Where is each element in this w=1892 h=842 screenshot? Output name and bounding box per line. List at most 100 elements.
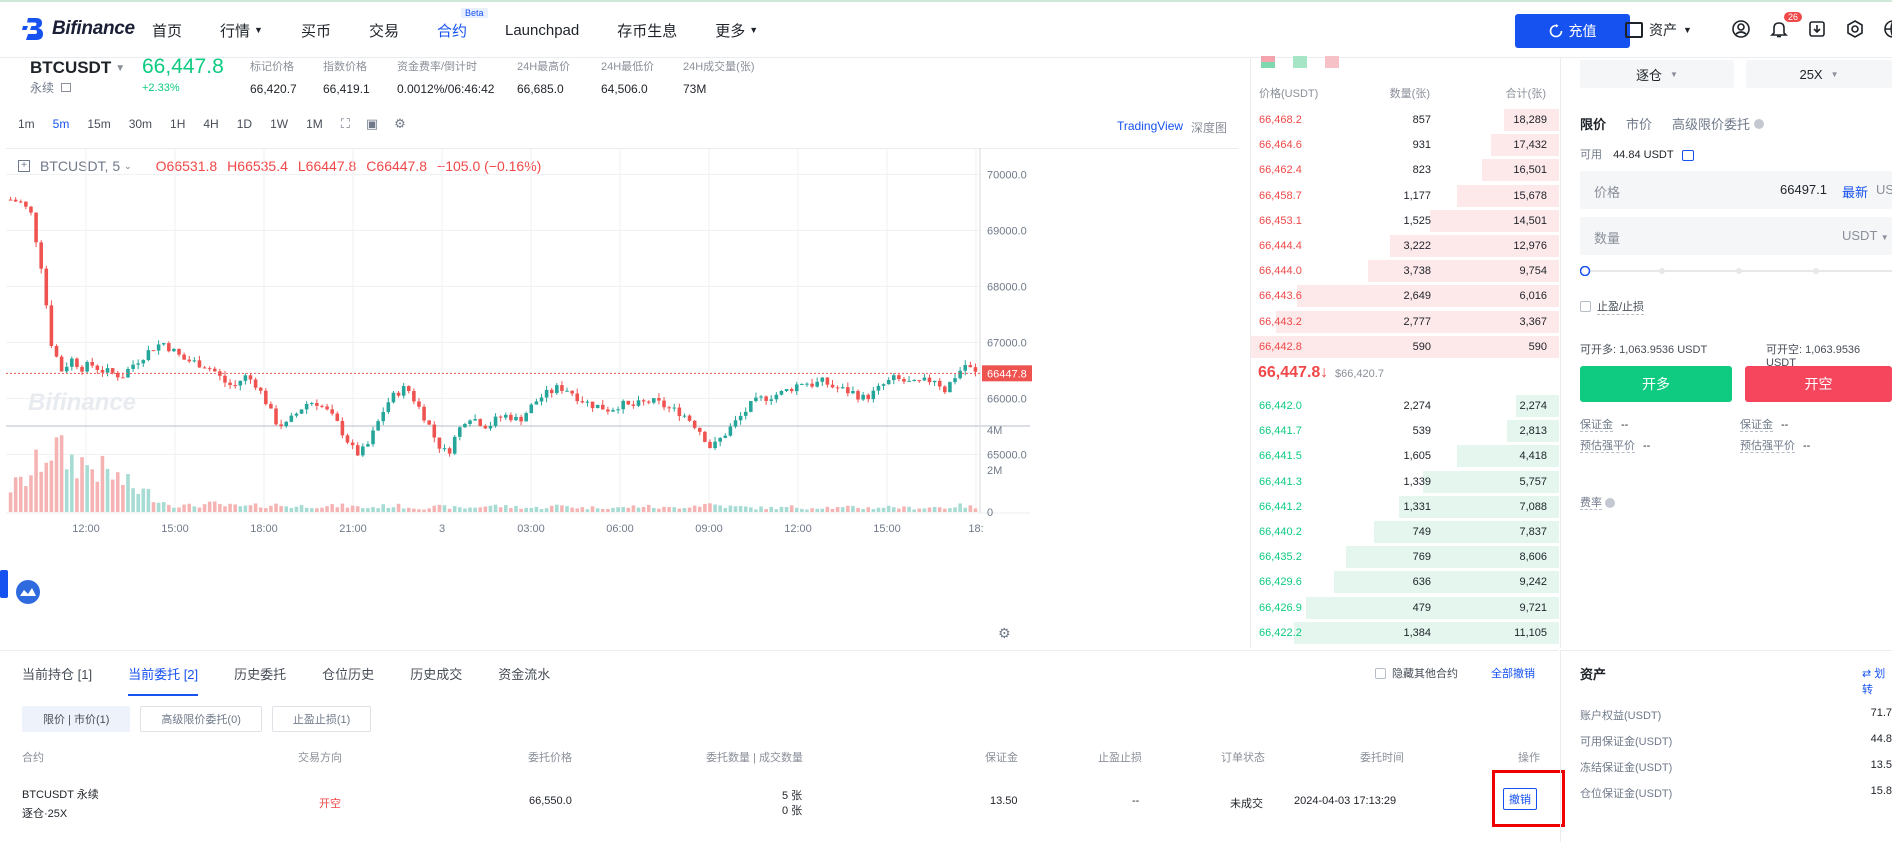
ob-bid-row[interactable]: 66,426.9 479 9,721	[1251, 596, 1559, 620]
orders-tab-2[interactable]: 历史委托	[234, 667, 287, 682]
bell-icon[interactable]: 26	[1768, 12, 1802, 40]
orders-tab-5[interactable]: 资金流水	[498, 667, 551, 682]
info-book-icon[interactable]	[61, 83, 72, 92]
transfer-icon[interactable]	[1682, 149, 1695, 161]
interval-1H[interactable]: 1H	[170, 117, 186, 131]
ob-ask-row[interactable]: 66,462.4 823 16,501	[1251, 158, 1559, 182]
nav-item-7[interactable]: 更多 ▼	[715, 20, 758, 41]
volume-bar	[483, 506, 488, 512]
y-tick-label: 65000.0	[987, 449, 1027, 461]
ob-bid-row[interactable]: 66,440.2 749 7,837	[1251, 520, 1559, 544]
orders-tab-4[interactable]: 历史成交	[410, 667, 463, 682]
orders-subtab-0[interactable]: 限价 | 市价(1)	[22, 706, 131, 732]
ob-ask-row[interactable]: 66,453.1 1,525 14,501	[1251, 209, 1559, 233]
ob-bid-row[interactable]: 66,441.2 1,331 7,088	[1251, 495, 1559, 519]
gear-icon[interactable]: ⚙	[394, 116, 406, 131]
orders-subtab-2[interactable]: 止盈止损(1)	[271, 706, 372, 732]
ob-ask-row[interactable]: 66,444.0 3,738 9,754	[1251, 259, 1559, 283]
ob-ask-row[interactable]: 66,443.6 2,649 6,016	[1251, 284, 1559, 308]
volume-bar	[866, 507, 871, 512]
tab-advanced-limit[interactable]: 高级限价委托	[1672, 114, 1764, 133]
ob-ask-row[interactable]: 66,443.2 2,777 3,367	[1251, 310, 1559, 334]
ob-bid-row[interactable]: 66,441.3 1,339 5,757	[1251, 470, 1559, 494]
deposit-button[interactable]: 充值	[1515, 14, 1630, 48]
chart-settings-icon[interactable]: ⚙	[998, 625, 1011, 641]
ob-asks-icon[interactable]	[1325, 56, 1339, 68]
nav-item-4[interactable]: 合约 Beta	[436, 7, 488, 41]
ob-total: 590	[1528, 340, 1547, 353]
interval-1M[interactable]: 1M	[306, 117, 323, 131]
margin-mode-select[interactable]: 逐仓 ▼	[1580, 60, 1734, 88]
volume-bar	[54, 437, 59, 512]
ob-ask-row[interactable]: 66,444.4 3,222 12,976	[1251, 234, 1559, 258]
transfer-button[interactable]: ⇄ 划转	[1862, 665, 1892, 697]
ob-bid-row[interactable]: 66,422.2 1,384 11,105	[1251, 621, 1559, 645]
asset-value: 15.8	[1870, 785, 1892, 797]
ob-price: 66,441.2	[1259, 500, 1302, 513]
language-icon[interactable]	[1882, 18, 1892, 40]
volume-bar	[294, 506, 299, 512]
user-icon[interactable]	[1730, 18, 1752, 40]
open-long-button[interactable]: 开多	[1580, 366, 1732, 402]
tab-limit[interactable]: 限价	[1580, 117, 1607, 132]
nav-item-3[interactable]: 交易	[369, 20, 399, 41]
ob-bids-icon[interactable]	[1293, 56, 1307, 68]
settings-icon[interactable]	[1844, 18, 1866, 40]
ob-bid-row[interactable]: 66,429.6 636 9,242	[1251, 570, 1559, 594]
ob-ask-row[interactable]: 66,442.8 590 590	[1251, 335, 1559, 359]
ob-price: 66,435.2	[1259, 551, 1302, 564]
brand-logo[interactable]: Bifinance	[22, 16, 135, 42]
interval-4H[interactable]: 4H	[203, 117, 219, 131]
ob-bid-row[interactable]: 66,441.5 1,605 4,418	[1251, 444, 1559, 468]
ob-ask-row[interactable]: 66,458.7 1,177 15,678	[1251, 184, 1559, 208]
ob-bid-row[interactable]: 66,441.7 539 2,813	[1251, 419, 1559, 443]
nav-item-0[interactable]: 首页	[152, 20, 182, 41]
interval-5m[interactable]: 5m	[52, 117, 70, 131]
chart-add-icon[interactable]: +	[18, 160, 30, 172]
chevron-down-icon[interactable]: ⌄	[124, 160, 132, 171]
tab-market[interactable]: 市价	[1626, 117, 1653, 132]
interval-15m[interactable]: 15m	[87, 117, 111, 131]
quantity-slider[interactable]	[1580, 266, 1892, 276]
price-chart[interactable]	[6, 148, 1238, 648]
fullscreen-icon[interactable]: ⛶	[340, 116, 350, 131]
quantity-input[interactable]: 数量 USDT ▼	[1580, 217, 1892, 255]
ob-ask-row[interactable]: 66,464.6 931 17,432	[1251, 133, 1559, 157]
price-input[interactable]: 价格 66497.1 最新 USDT	[1580, 171, 1892, 209]
nav-item-5[interactable]: Launchpad	[505, 22, 579, 39]
orders-tab-1[interactable]: 当前委托 [2]	[128, 664, 199, 696]
cancel-order-button[interactable]: 撤销	[1503, 788, 1537, 810]
tpsl-checkbox[interactable]: 止盈/止损	[1580, 298, 1645, 315]
indicator-icon[interactable]: ▣	[365, 116, 379, 131]
ob-bid-row[interactable]: 66,442.0 2,274 2,274	[1251, 394, 1559, 418]
nav-item-2[interactable]: 买币	[301, 20, 331, 41]
ob-both-icon[interactable]	[1261, 56, 1275, 68]
nav-item-6[interactable]: 存币生息	[617, 20, 677, 41]
hide-other-checkbox[interactable]: 隐藏其他合约	[1375, 665, 1458, 681]
interval-1m[interactable]: 1m	[18, 117, 35, 131]
orders-subtab-1[interactable]: 高级限价委托(0)	[140, 706, 262, 732]
assets-menu[interactable]: 资产 ▼	[1625, 20, 1692, 40]
interval-30m[interactable]: 30m	[128, 117, 153, 131]
nav-item-1[interactable]: 行情 ▼	[220, 20, 263, 41]
ob-bid-row[interactable]: 66,435.2 769 8,606	[1251, 545, 1559, 569]
nav-item-label: 合约	[436, 22, 467, 40]
info-icon[interactable]	[1605, 498, 1616, 509]
depth-chart-tab[interactable]: 深度图	[1191, 121, 1228, 135]
tradingview-tab[interactable]: TradingView	[1117, 119, 1184, 133]
orders-tab-3[interactable]: 仓位历史	[322, 667, 375, 682]
interval-1W[interactable]: 1W	[270, 117, 289, 131]
leverage-select[interactable]: 25X ▼	[1746, 60, 1892, 88]
ob-ask-row[interactable]: 66,468.2 857 18,289	[1251, 108, 1559, 132]
open-short-button[interactable]: 开空	[1745, 366, 1892, 402]
candle-body	[534, 401, 539, 405]
depth-bar	[1429, 209, 1559, 232]
stat-item: 24H最高价 66,685.0	[517, 58, 570, 96]
download-icon[interactable]	[1806, 18, 1828, 40]
orders-tab-0[interactable]: 当前持仓 [1]	[22, 667, 93, 682]
cancel-all-button[interactable]: 全部撤销	[1491, 668, 1535, 680]
quantity-unit-select[interactable]: USDT ▼	[1842, 228, 1889, 243]
symbol-selector[interactable]: BTCUSDT ▼	[30, 58, 125, 78]
interval-1D[interactable]: 1D	[236, 117, 253, 131]
latest-price-button[interactable]: 最新	[1842, 185, 1869, 200]
